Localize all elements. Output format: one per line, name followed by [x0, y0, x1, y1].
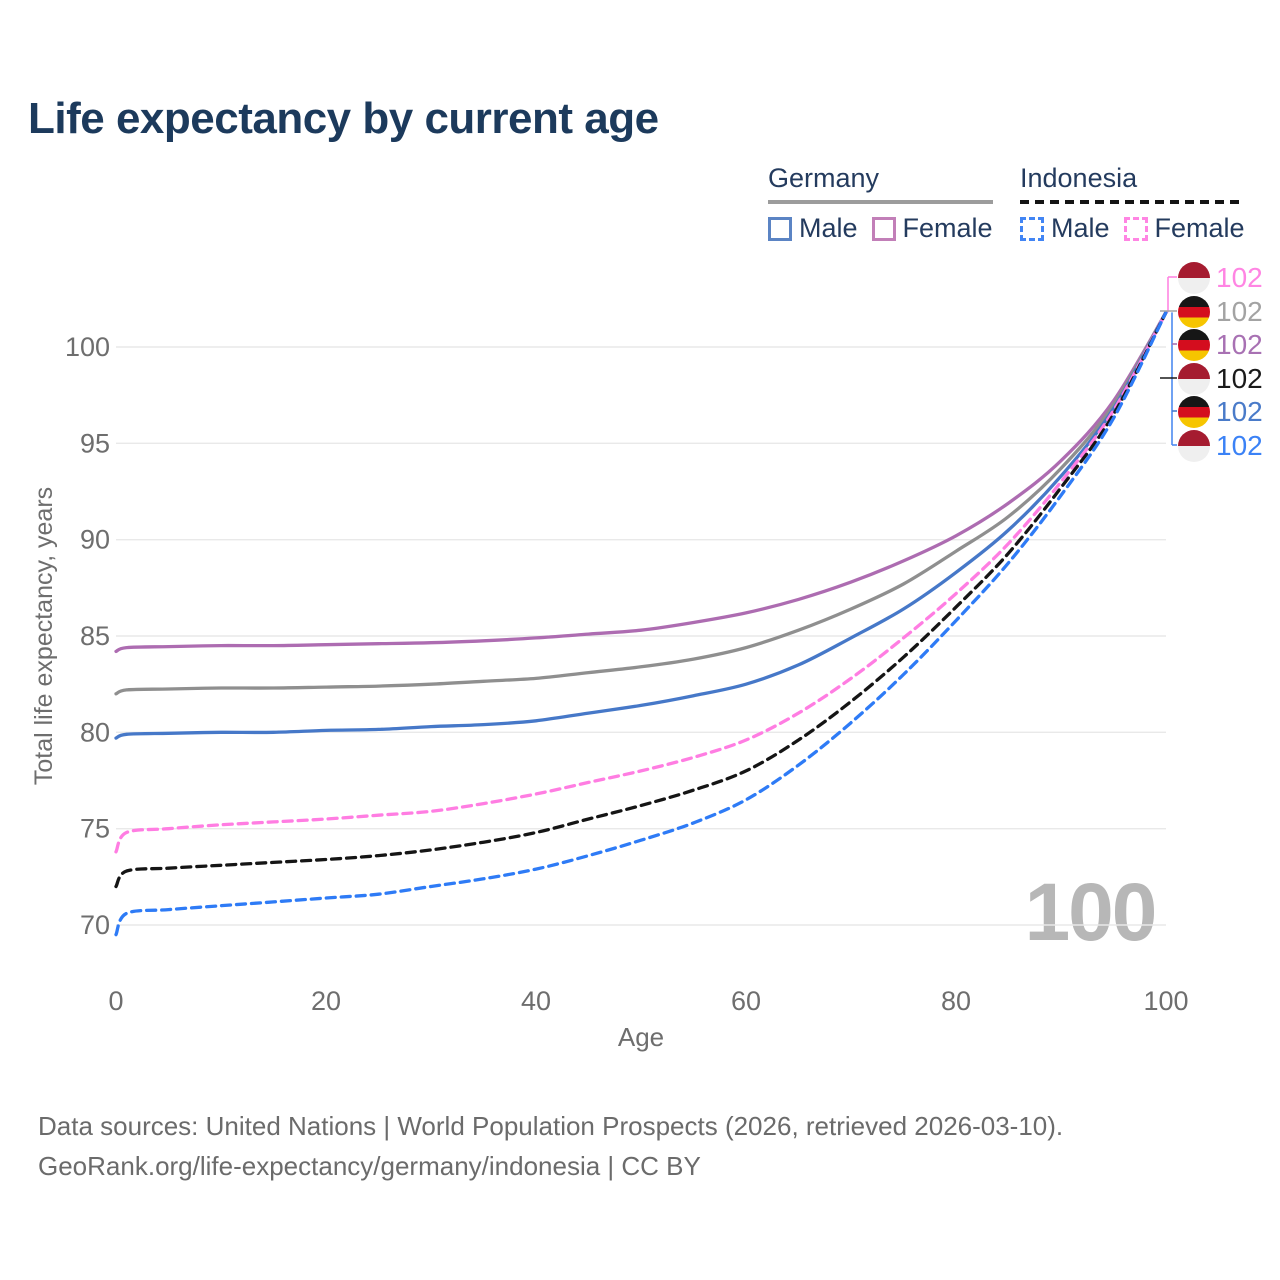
end-label-indonesia-male: 102: [1178, 429, 1263, 462]
germany-male-toggle[interactable]: Male: [768, 213, 858, 244]
hover-age-watermark: 100: [1024, 867, 1158, 958]
svg-text:70: 70: [80, 910, 110, 940]
legend: Germany Male Female Indonesia Male: [0, 163, 1280, 243]
series-line-germany-male[interactable]: [114, 310, 1168, 740]
indonesia-male-label: Male: [1051, 213, 1110, 243]
indonesia-female-toggle[interactable]: Female: [1123, 213, 1245, 244]
germany-flag-icon: [1178, 295, 1210, 328]
germany-line-key: [768, 200, 993, 204]
germany-flag-icon: [1178, 395, 1210, 428]
germany-male-checkbox-icon[interactable]: [768, 216, 792, 241]
series-line-germany[interactable]: [114, 310, 1168, 696]
end-label-indonesia-female: 102: [1178, 261, 1263, 294]
end-value: 102: [1216, 295, 1263, 327]
end-label-indonesia-total: 102: [1178, 362, 1263, 395]
indonesia-female-checkbox-icon[interactable]: [1123, 216, 1148, 241]
svg-text:95: 95: [80, 428, 110, 458]
svg-text:80: 80: [941, 986, 971, 1016]
svg-text:75: 75: [80, 814, 110, 844]
end-value: 102: [1216, 328, 1263, 360]
svg-text:90: 90: [80, 525, 110, 555]
svg-text:80: 80: [80, 717, 110, 747]
svg-text:100: 100: [65, 332, 110, 362]
end-value: 102: [1216, 429, 1263, 461]
legend-country-germany[interactable]: Germany: [768, 163, 880, 193]
indonesia-male-toggle[interactable]: Male: [1020, 213, 1110, 244]
svg-text:20: 20: [311, 986, 341, 1016]
svg-text:0: 0: [108, 986, 123, 1016]
end-label-germany-total: 102: [1178, 295, 1263, 328]
legend-group-indonesia: Indonesia Male Female: [1020, 163, 1245, 244]
germany-male-label: Male: [799, 213, 858, 243]
series-line-germany-female[interactable]: [114, 310, 1168, 654]
series-line-indonesia[interactable]: [114, 310, 1168, 889]
germany-female-label: Female: [902, 213, 993, 243]
page-title: Life expectancy by current age: [28, 94, 659, 143]
legend-country-indonesia[interactable]: Indonesia: [1020, 163, 1138, 193]
germany-female-toggle[interactable]: Female: [871, 213, 993, 244]
end-label-germany-female: 102: [1178, 328, 1263, 361]
series-line-indonesia-male[interactable]: [114, 310, 1168, 937]
indonesia-flag-icon: [1178, 362, 1210, 395]
svg-text:60: 60: [731, 986, 761, 1016]
end-value: 102: [1216, 362, 1263, 394]
svg-text:40: 40: [521, 986, 551, 1016]
indonesia-male-checkbox-icon[interactable]: [1020, 216, 1044, 241]
series-line-indonesia-female[interactable]: [114, 310, 1168, 854]
end-value: 102: [1216, 395, 1263, 427]
source-line: Data sources: United Nations | World Pop…: [38, 1111, 1064, 1141]
end-value: 102: [1216, 261, 1263, 293]
end-label-germany-male: 102: [1178, 395, 1263, 428]
attribution-line: GeoRank.org/life-expectancy/germany/indo…: [38, 1151, 701, 1181]
germany-female-checkbox-icon[interactable]: [871, 216, 896, 241]
data-source-note: Data sources: United Nations | World Pop…: [38, 1106, 1063, 1186]
x-axis-title: Age: [617, 1022, 665, 1052]
indonesia-flag-icon: [1178, 429, 1210, 462]
svg-text:100: 100: [1143, 986, 1188, 1016]
legend-group-germany: Germany Male Female: [768, 163, 993, 244]
svg-text:85: 85: [80, 621, 110, 651]
indonesia-line-key: [1020, 200, 1245, 204]
germany-flag-icon: [1178, 328, 1210, 361]
indonesia-female-label: Female: [1154, 213, 1245, 243]
indonesia-flag-icon: [1178, 261, 1210, 294]
